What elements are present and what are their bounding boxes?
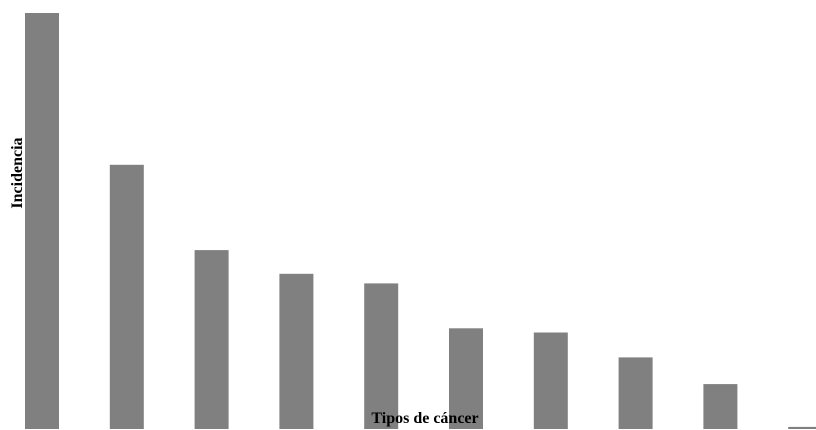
bar-10 — [788, 426, 816, 429]
bar-1 — [25, 13, 59, 429]
bar-2 — [109, 164, 144, 430]
bar-6 — [449, 328, 483, 429]
bar-7 — [533, 332, 568, 429]
bar-3 — [194, 250, 229, 429]
bar-9 — [703, 384, 738, 429]
x-axis-title: Tipos de cáncer — [371, 410, 478, 427]
bar-4 — [279, 273, 314, 429]
bars-group — [25, 13, 816, 430]
y-axis-title: Incidencia — [9, 137, 26, 208]
bar-5 — [364, 283, 399, 429]
bar-8 — [618, 357, 653, 429]
